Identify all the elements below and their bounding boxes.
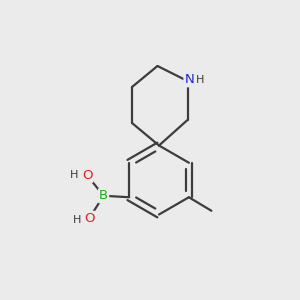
- Text: H: H: [70, 170, 79, 180]
- Text: N: N: [184, 73, 194, 86]
- Text: B: B: [99, 189, 108, 202]
- Text: O: O: [84, 212, 94, 225]
- Text: H: H: [73, 215, 82, 225]
- Text: H: H: [196, 75, 204, 85]
- Text: O: O: [82, 169, 92, 182]
